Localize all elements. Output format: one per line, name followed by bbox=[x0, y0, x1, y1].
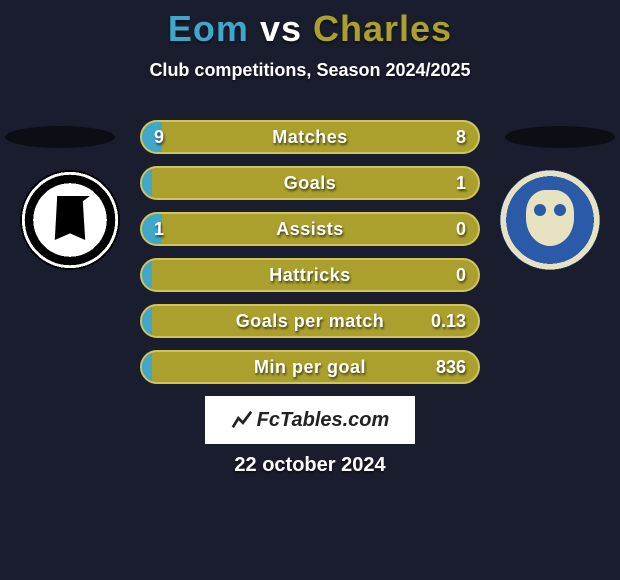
player1-name: Eom bbox=[168, 8, 249, 49]
owl-icon bbox=[526, 190, 574, 246]
stat-right-value: 0 bbox=[456, 214, 466, 244]
club-crest-left bbox=[20, 170, 120, 270]
fctables-badge: FcTables.com bbox=[205, 396, 415, 444]
stat-label: Hattricks bbox=[142, 260, 478, 290]
chart-icon bbox=[231, 409, 253, 431]
club-crest-right bbox=[500, 170, 600, 270]
stat-bar: Goals1 bbox=[140, 166, 480, 200]
fctables-label: FcTables.com bbox=[257, 409, 390, 432]
stat-label: Goals per match bbox=[142, 306, 478, 336]
stat-label: Min per goal bbox=[142, 352, 478, 382]
crest-shadow-left bbox=[5, 126, 115, 148]
stat-right-value: 1 bbox=[456, 168, 466, 198]
subtitle: Club competitions, Season 2024/2025 bbox=[0, 60, 620, 81]
stat-label: Goals bbox=[142, 168, 478, 198]
stat-right-value: 0 bbox=[456, 260, 466, 290]
stat-bar: Hattricks0 bbox=[140, 258, 480, 292]
stat-right-value: 8 bbox=[456, 122, 466, 152]
vs-label: vs bbox=[260, 8, 302, 49]
stat-right-value: 0.13 bbox=[431, 306, 466, 336]
date-label: 22 october 2024 bbox=[0, 454, 620, 477]
stat-bars: 9Matches8Goals11Assists0Hattricks0Goals … bbox=[140, 120, 480, 396]
stat-right-value: 836 bbox=[436, 352, 466, 382]
stat-bar: 9Matches8 bbox=[140, 120, 480, 154]
stat-label: Assists bbox=[142, 214, 478, 244]
comparison-title: Eom vs Charles bbox=[0, 0, 620, 50]
player2-name: Charles bbox=[313, 8, 452, 49]
crest-shadow-right bbox=[505, 126, 615, 148]
stat-bar: 1Assists0 bbox=[140, 212, 480, 246]
stat-label: Matches bbox=[142, 122, 478, 152]
stat-bar: Min per goal836 bbox=[140, 350, 480, 384]
stat-bar: Goals per match0.13 bbox=[140, 304, 480, 338]
